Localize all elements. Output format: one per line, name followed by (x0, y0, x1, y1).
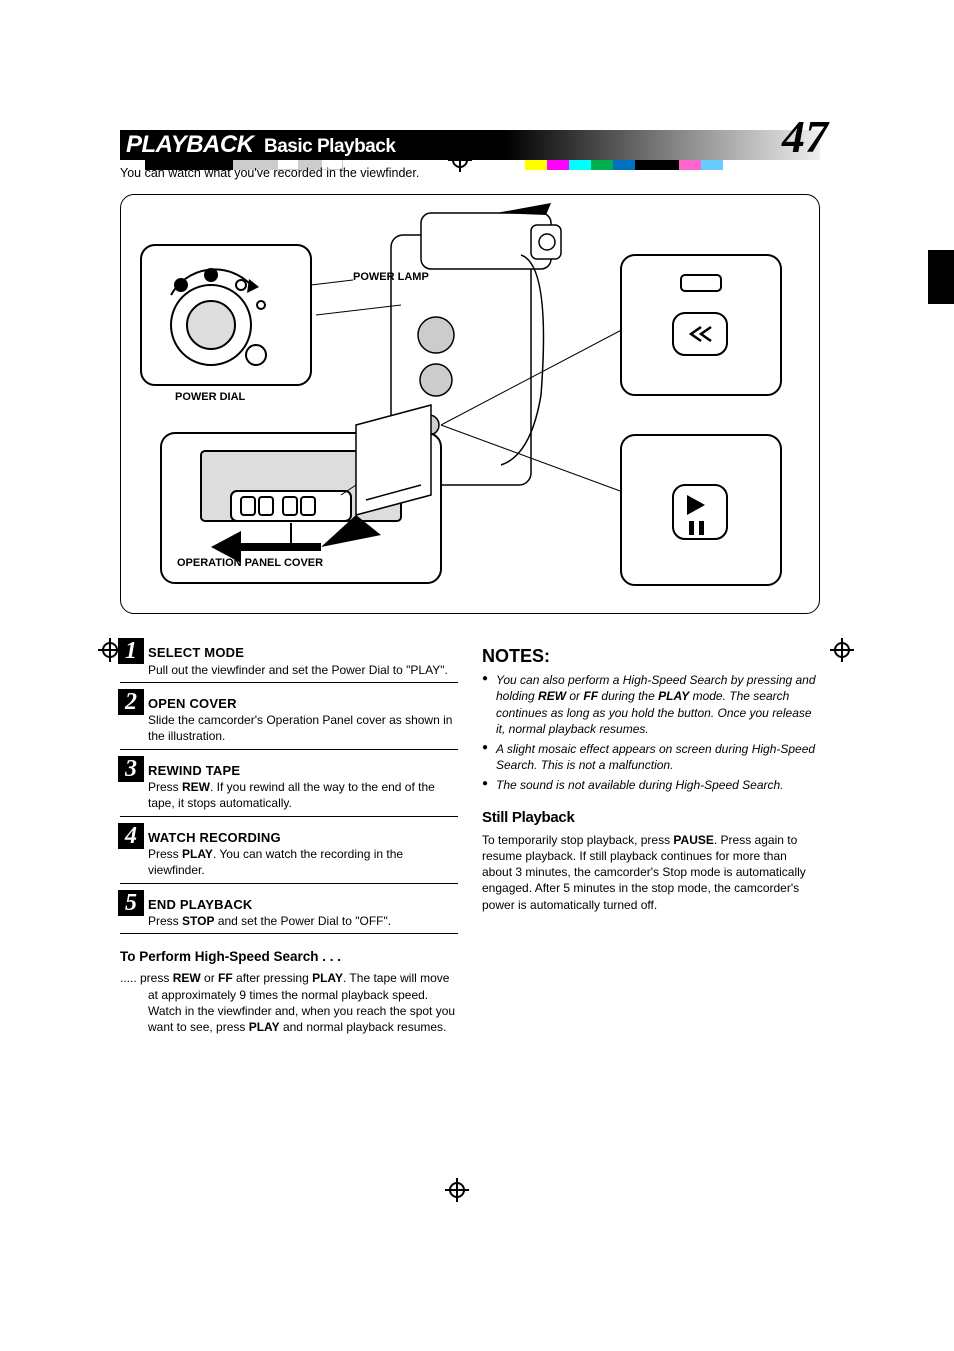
step: 1SELECT MODEPull out the viewfinder and … (120, 644, 458, 683)
still-playback-heading: Still Playback (482, 808, 820, 828)
notes-item: You can also perform a High-Speed Search… (482, 672, 820, 737)
notes-list: You can also perform a High-Speed Search… (482, 672, 820, 793)
step: 2OPEN COVERSlide the camcorder's Operati… (120, 695, 458, 750)
notes-heading: NOTES: (482, 644, 820, 668)
page-edge-tab (928, 250, 954, 304)
step-body: Slide the camcorder's Operation Panel co… (148, 712, 458, 744)
crosshair-icon (830, 638, 854, 662)
label-power-lamp: POWER LAMP (353, 271, 429, 284)
page-number: 47 (782, 110, 828, 163)
right-column: NOTES: You can also perform a High-Speed… (482, 644, 820, 1035)
step: 4WATCH RECORDINGPress PLAY. You can watc… (120, 829, 458, 884)
step-number: 1 (118, 638, 144, 664)
left-column: 1SELECT MODEPull out the viewfinder and … (120, 644, 458, 1035)
camcorder-diagram: POWER LAMP POWER DIAL OPERATION PANEL CO… (120, 194, 820, 614)
step: 3REWIND TAPEPress REW. If you rewind all… (120, 762, 458, 817)
step-title: SELECT MODE (148, 644, 458, 662)
still-playback-body: To temporarily stop playback, press PAUS… (482, 832, 820, 913)
label-power-dial: POWER DIAL (175, 391, 245, 404)
step-number: 4 (118, 823, 144, 849)
step-title: WATCH RECORDING (148, 829, 458, 847)
step-body: Press STOP and set the Power Dial to "OF… (148, 913, 458, 929)
section-header: PLAYBACK Basic Playback 47 (120, 130, 820, 160)
crosshair-icon (445, 1178, 469, 1202)
high-speed-search-heading: To Perform High-Speed Search . . . (120, 948, 458, 966)
notes-item: A slight mosaic effect appears on screen… (482, 741, 820, 773)
step-body: Press PLAY. You can watch the recording … (148, 846, 458, 878)
step-number: 5 (118, 890, 144, 916)
step-number: 3 (118, 756, 144, 782)
step-number: 2 (118, 689, 144, 715)
label-operation-panel: OPERATION PANEL COVER (177, 557, 323, 570)
step-title: REWIND TAPE (148, 762, 458, 780)
intro-text: You can watch what you've recorded in th… (120, 166, 820, 180)
high-speed-search-body: ..... press REW or FF after pressing PLA… (120, 970, 458, 1035)
step-title: END PLAYBACK (148, 896, 458, 914)
section-title: Basic Playback (264, 136, 395, 157)
step-body: Pull out the viewfinder and set the Powe… (148, 662, 458, 678)
step: 5END PLAYBACKPress STOP and set the Powe… (120, 896, 458, 935)
step-title: OPEN COVER (148, 695, 458, 713)
section-name: PLAYBACK (120, 131, 254, 158)
notes-item: The sound is not available during High-S… (482, 777, 820, 793)
step-body: Press REW. If you rewind all the way to … (148, 779, 458, 811)
